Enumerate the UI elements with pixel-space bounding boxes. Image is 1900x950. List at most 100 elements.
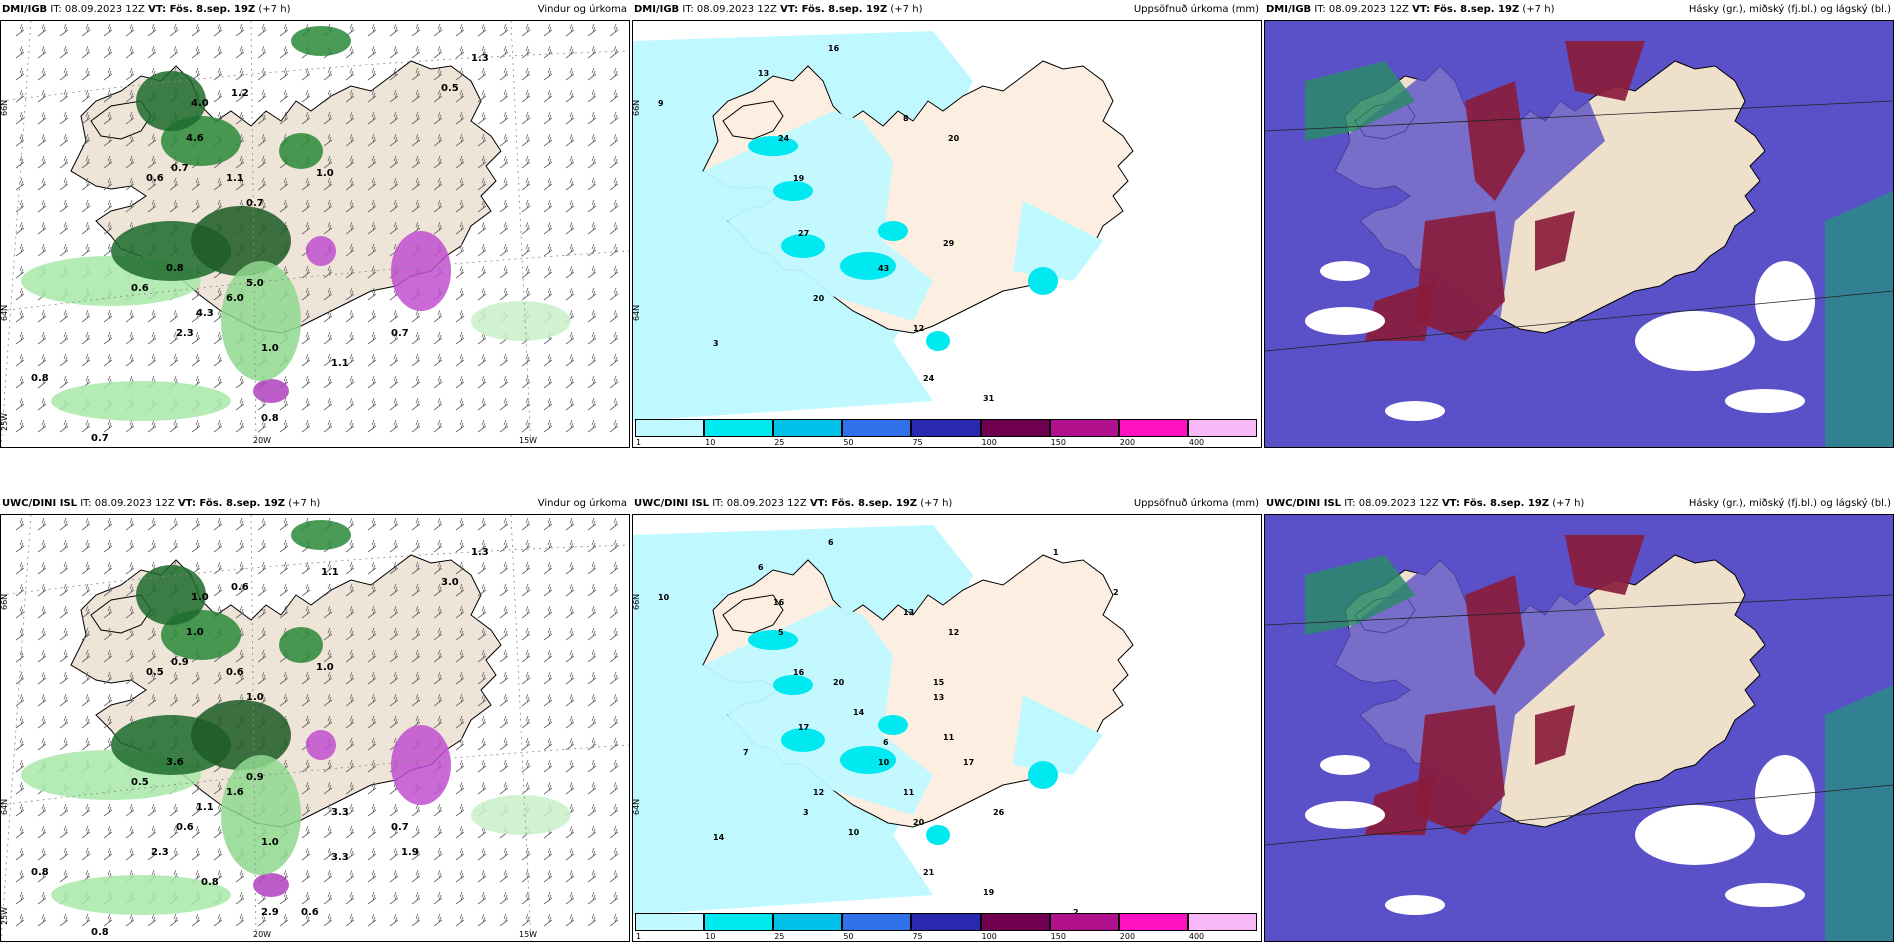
precip-area: [306, 236, 336, 266]
precip-value-label: 0.7: [391, 328, 409, 339]
accum-value-label: 10: [878, 758, 890, 767]
colorbar-tick-label: 100: [981, 932, 997, 941]
high-cloud-area: [1535, 211, 1575, 271]
accum-area-medium: [773, 675, 813, 695]
accum-value-label: 12: [913, 324, 924, 333]
accum-value-label: 1: [1053, 548, 1059, 557]
panel-title: Vindur og úrkoma: [537, 498, 627, 509]
panel-title: Uppsöfnuð úrkoma (mm): [1133, 498, 1259, 509]
colorbar-swatch: [704, 913, 774, 931]
clear-sky-area: [1635, 805, 1755, 865]
westfjords: [90, 594, 152, 634]
precip-value-label: 3.0: [441, 577, 459, 588]
accum-value-label: 11: [943, 733, 955, 742]
precip-area: [279, 133, 323, 169]
accum-value-label: 17: [963, 758, 974, 767]
graticule: [1, 515, 629, 941]
precip-value-label: 0.8: [31, 867, 49, 878]
precip-value-label: 1.3: [471, 547, 489, 558]
colorbar-tick-label: 1: [636, 438, 642, 447]
precip-area: [291, 26, 351, 56]
accum-value-label: 16: [773, 598, 785, 607]
colorbar-tick-label: 100: [981, 438, 997, 447]
colorbar-swatch: [635, 913, 705, 931]
accum-area-east: [1013, 201, 1103, 281]
accum-value-label: 6: [828, 538, 834, 547]
accum-area-medium: [878, 715, 908, 735]
accum-value-label: 16: [793, 668, 805, 677]
accum-area-medium: [926, 331, 950, 351]
precip-value-label: 6.0: [226, 293, 244, 304]
colorbar-swatch: [980, 419, 1050, 437]
accum-value-label: 24: [923, 374, 935, 383]
panel-row2-accum: UWC/DINI ISL IT: 08.09.2023 12Z VT: Fös.…: [632, 494, 1262, 942]
accum-value-label: 29: [943, 239, 955, 248]
precip-area: [391, 725, 451, 805]
precip-area: [253, 379, 289, 403]
precip-area: [471, 795, 571, 835]
colorbar-swatch: [1118, 419, 1188, 437]
lon-label: 15W: [519, 436, 537, 445]
lat-label: 66N: [633, 594, 641, 610]
precip-value-label: 0.7: [391, 822, 409, 833]
accum-area-medium: [781, 234, 825, 258]
colorbar-swatch: [704, 419, 774, 437]
accum-area-medium: [748, 630, 798, 650]
colorbar-swatch: [842, 419, 912, 437]
colorbar-swatch: [635, 419, 705, 437]
colorbar-swatch: [1049, 913, 1119, 931]
precip-value-label: 4.0: [191, 98, 209, 109]
precip-value-label: 2.3: [176, 328, 194, 339]
accum-value-label: 12: [948, 628, 959, 637]
lat-label: 66N: [1, 594, 9, 610]
panel-header: DMI/IGB IT: 08.09.2023 12Z VT: Fös. 8.se…: [1264, 0, 1894, 20]
accum-value-label: 21: [923, 868, 935, 877]
colorbar-tick-label: 50: [843, 438, 854, 447]
precip-value-label: 0.7: [91, 433, 109, 444]
precip-area: [51, 875, 231, 915]
accum-area-medium: [878, 221, 908, 241]
precip-value-label: 3.3: [331, 807, 349, 818]
precip-value-label: 0.8: [31, 373, 49, 384]
colorbar-swatch: [842, 913, 912, 931]
accum-area-medium: [1028, 761, 1058, 789]
precip-value-label: 1.0: [191, 592, 209, 603]
high-cloud-area: [1565, 41, 1645, 101]
precip-value-label: 1.6: [226, 787, 244, 798]
mid-cloud-area: [1825, 685, 1893, 941]
lat-label: 64N: [1, 305, 9, 321]
panel-header: UWC/DINI ISL IT: 08.09.2023 12Z VT: Fös.…: [1264, 494, 1894, 514]
accum-value-label: 10: [658, 593, 670, 602]
precip-area: [391, 231, 451, 311]
accum-area-medium: [781, 728, 825, 752]
mid-cloud-area: [1825, 191, 1893, 447]
precip-value-label: 1.0: [261, 343, 279, 354]
precip-value-label: 3.6: [166, 757, 184, 768]
grid-line: [1265, 594, 1893, 846]
colorbar-tick-label: 400: [1188, 932, 1205, 941]
colorbar-tick-label: 150: [1050, 438, 1066, 447]
clear-sky-area: [1305, 307, 1385, 335]
precip-value-label: 5.0: [246, 278, 264, 289]
precip-value-label: 0.6: [301, 907, 319, 918]
accum-value-label: 9: [658, 99, 664, 108]
panel-header: DMI/IGB IT: 08.09.2023 12Z VT: Fös. 8.se…: [0, 0, 630, 20]
accum-value-label: 31: [983, 394, 995, 403]
high-cloud-area: [1365, 775, 1435, 835]
accum-value-label: 16: [828, 44, 840, 53]
accum-value-label: 12: [813, 788, 824, 797]
accum-area-medium: [773, 181, 813, 201]
accum-precip-map: 6 6 10 5 16 13 12 17 10 11 12 20 19 14 21 16 13 20 6 11 10 17…: [632, 514, 1262, 942]
colorbar-swatch: [773, 419, 843, 437]
accum-value-label: 2: [1113, 588, 1119, 597]
accum-value-label: 17: [798, 723, 809, 732]
accum-value-label: 8: [903, 114, 909, 123]
mid-cloud-area: [1305, 555, 1415, 635]
high-cloud-area: [1415, 705, 1505, 835]
colorbar-tick-label: 25: [774, 438, 785, 447]
accum-value-label: 20: [833, 678, 845, 687]
panel-row1-cloud: DMI/IGB IT: 08.09.2023 12Z VT: Fös. 8.se…: [1264, 0, 1894, 448]
colorbar: 1 10 25 50 75 100 150 200 400: [635, 913, 1257, 941]
panel-title: Vindur og úrkoma: [537, 4, 627, 15]
precip-value-label: 3.3: [331, 852, 349, 863]
